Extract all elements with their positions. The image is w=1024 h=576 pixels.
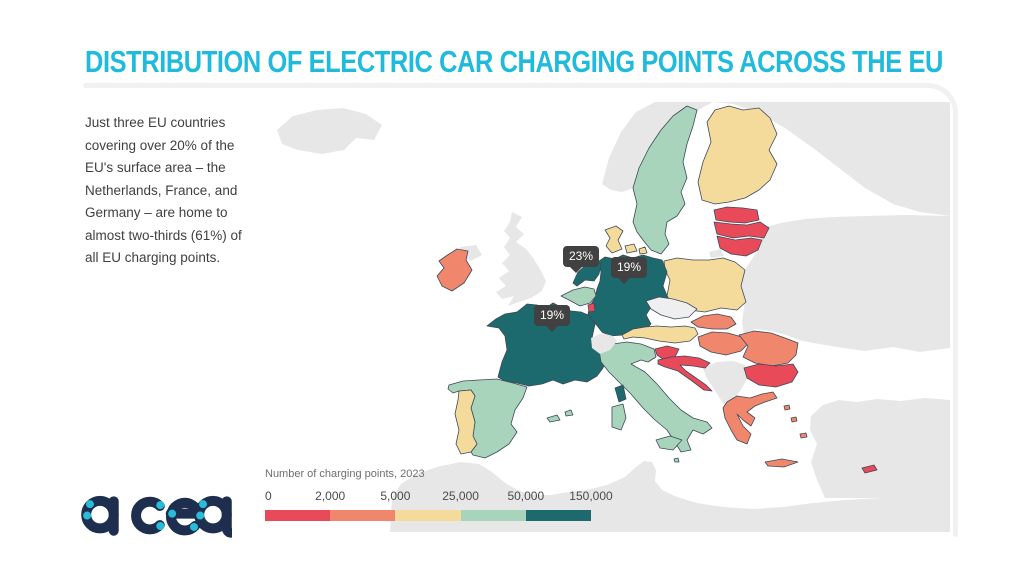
country-greece-crete — [764, 458, 799, 468]
callout-germany-value: 19% — [617, 260, 642, 274]
legend-tick-0: 0 — [265, 489, 272, 503]
land-west-balkans — [703, 361, 749, 408]
legend-tick-1: 2,000 — [315, 489, 346, 503]
callout-germany: 19% — [611, 257, 648, 285]
country-france-corsica — [614, 384, 627, 403]
country-portugal — [454, 389, 478, 455]
country-italy-sardinia — [611, 403, 627, 431]
country-czechia — [645, 296, 698, 320]
country-italy-sicily — [655, 435, 683, 451]
country-slovakia — [690, 313, 737, 330]
country-austria — [621, 325, 699, 344]
land-kaliningrad — [709, 249, 724, 258]
legend-tick-3: 25,000 — [442, 489, 479, 503]
country-cyprus — [861, 464, 878, 474]
country-netherlands — [572, 260, 602, 287]
country-poland — [663, 257, 747, 313]
country-croatia — [657, 355, 713, 392]
land-switzerland — [591, 333, 617, 354]
country-romania — [738, 330, 799, 367]
legend-title: Number of charging points, 2023 — [265, 468, 425, 480]
country-ireland — [436, 248, 473, 292]
land-great-britain — [496, 212, 546, 306]
country-finland — [697, 105, 778, 205]
country-spain-balearics — [546, 409, 574, 423]
land-belarus-ukraine — [741, 215, 950, 352]
country-belgium — [560, 286, 597, 307]
country-luxembourg — [587, 302, 596, 313]
country-denmark — [604, 225, 624, 254]
callout-france-value: 19% — [540, 308, 565, 322]
legend-tick-2: 5,000 — [380, 489, 411, 503]
legend-tick-5: 150,000 — [569, 489, 613, 503]
map-legend: Number of charging points, 2023 0 2,000 … — [265, 468, 625, 521]
country-italy — [598, 341, 713, 453]
legend-swatch-2 — [330, 510, 396, 521]
country-latvia — [713, 221, 770, 239]
country-bulgaria — [743, 363, 799, 388]
country-malta — [673, 457, 680, 463]
legend-color-scale — [265, 510, 591, 521]
land-russia-north — [713, 102, 950, 216]
country-lithuania — [716, 235, 763, 257]
legend-swatch-3 — [395, 510, 461, 521]
legend-ticks: 0 2,000 5,000 25,000 50,000 150,000 — [265, 489, 625, 504]
country-hungary — [697, 331, 750, 356]
acea-logo — [81, 495, 232, 538]
legend-swatch-1 — [265, 510, 331, 521]
intro-text: Just three EU countries covering over 20… — [85, 115, 242, 265]
land-iceland — [277, 108, 382, 154]
legend-swatch-5 — [525, 510, 591, 521]
country-greece — [722, 391, 778, 445]
callout-netherlands-value: 23% — [569, 249, 594, 263]
country-denmark-islands — [624, 243, 648, 255]
land-turkey — [810, 398, 950, 498]
legend-swatch-4 — [460, 510, 526, 521]
country-greece-islands — [783, 404, 808, 439]
country-estonia — [713, 206, 760, 224]
acea-logo-dots — [83, 500, 208, 531]
callout-netherlands: 23% — [563, 246, 600, 274]
callout-france: 19% — [534, 305, 571, 333]
country-sweden — [632, 105, 698, 255]
page-title: DISTRIBUTION OF ELECTRIC CAR CHARGING PO… — [85, 44, 943, 79]
legend-tick-4: 50,000 — [507, 489, 545, 503]
